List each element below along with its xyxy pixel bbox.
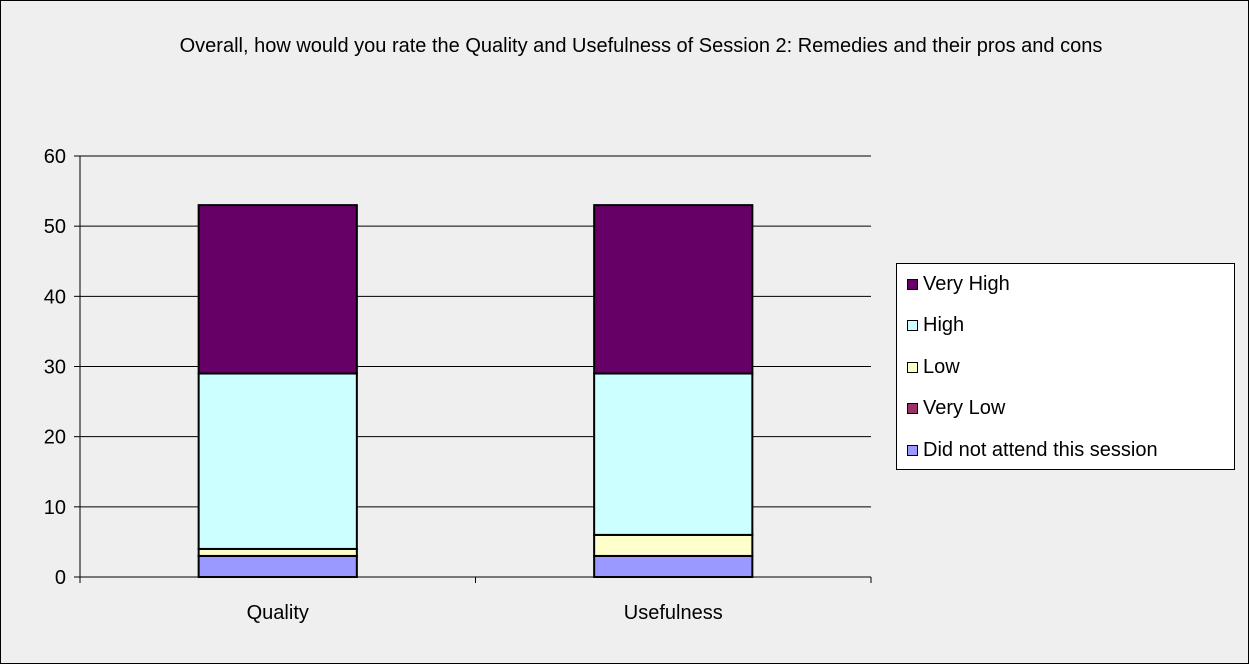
bar-very-high-quality [197,204,358,375]
chart-title: Overall, how would you rate the Quality … [179,35,1103,57]
y-tick-label: 10 [44,497,66,519]
bar-low-usefulness [593,533,754,557]
bar-low-quality [197,547,358,557]
legend: Very High High Low Very Low Did not attend t… [896,263,1235,470]
legend-swatch [907,444,918,456]
y-tick-label: 0 [55,567,66,589]
x-tick-label: Usefulness [624,602,723,624]
y-tick-label: 50 [44,216,66,238]
x-tick-label: Quality [247,602,309,624]
legend-swatch [907,403,918,414]
legend-swatch [907,320,918,331]
bar-high-usefulness [593,372,754,536]
legend-item: Low [907,355,960,379]
legend-label: Very Low [923,397,1006,419]
y-tick-label: 20 [44,427,66,449]
legend-item: Very High [907,272,1010,296]
legend-label: Low [923,355,960,378]
legend-item: Did not attend this session [907,438,1158,462]
bar-did-not-attend-this-session-quality [197,554,358,579]
bar-high-quality [197,372,358,550]
y-tick-label: 30 [44,357,66,379]
legend-label: High [923,314,965,336]
legend-item: High [907,314,964,338]
legend-item: Very Low [907,397,1005,421]
bar-did-not-attend-this-session-usefulness [593,554,754,579]
y-tick-label: 40 [44,286,66,308]
legend-label: Very High [923,272,1010,295]
legend-swatch [907,278,918,290]
bar-very-high-usefulness [593,204,754,375]
legend-swatch [907,361,918,373]
y-tick-label: 60 [44,146,66,168]
legend-label: Did not attend this session [923,438,1158,461]
